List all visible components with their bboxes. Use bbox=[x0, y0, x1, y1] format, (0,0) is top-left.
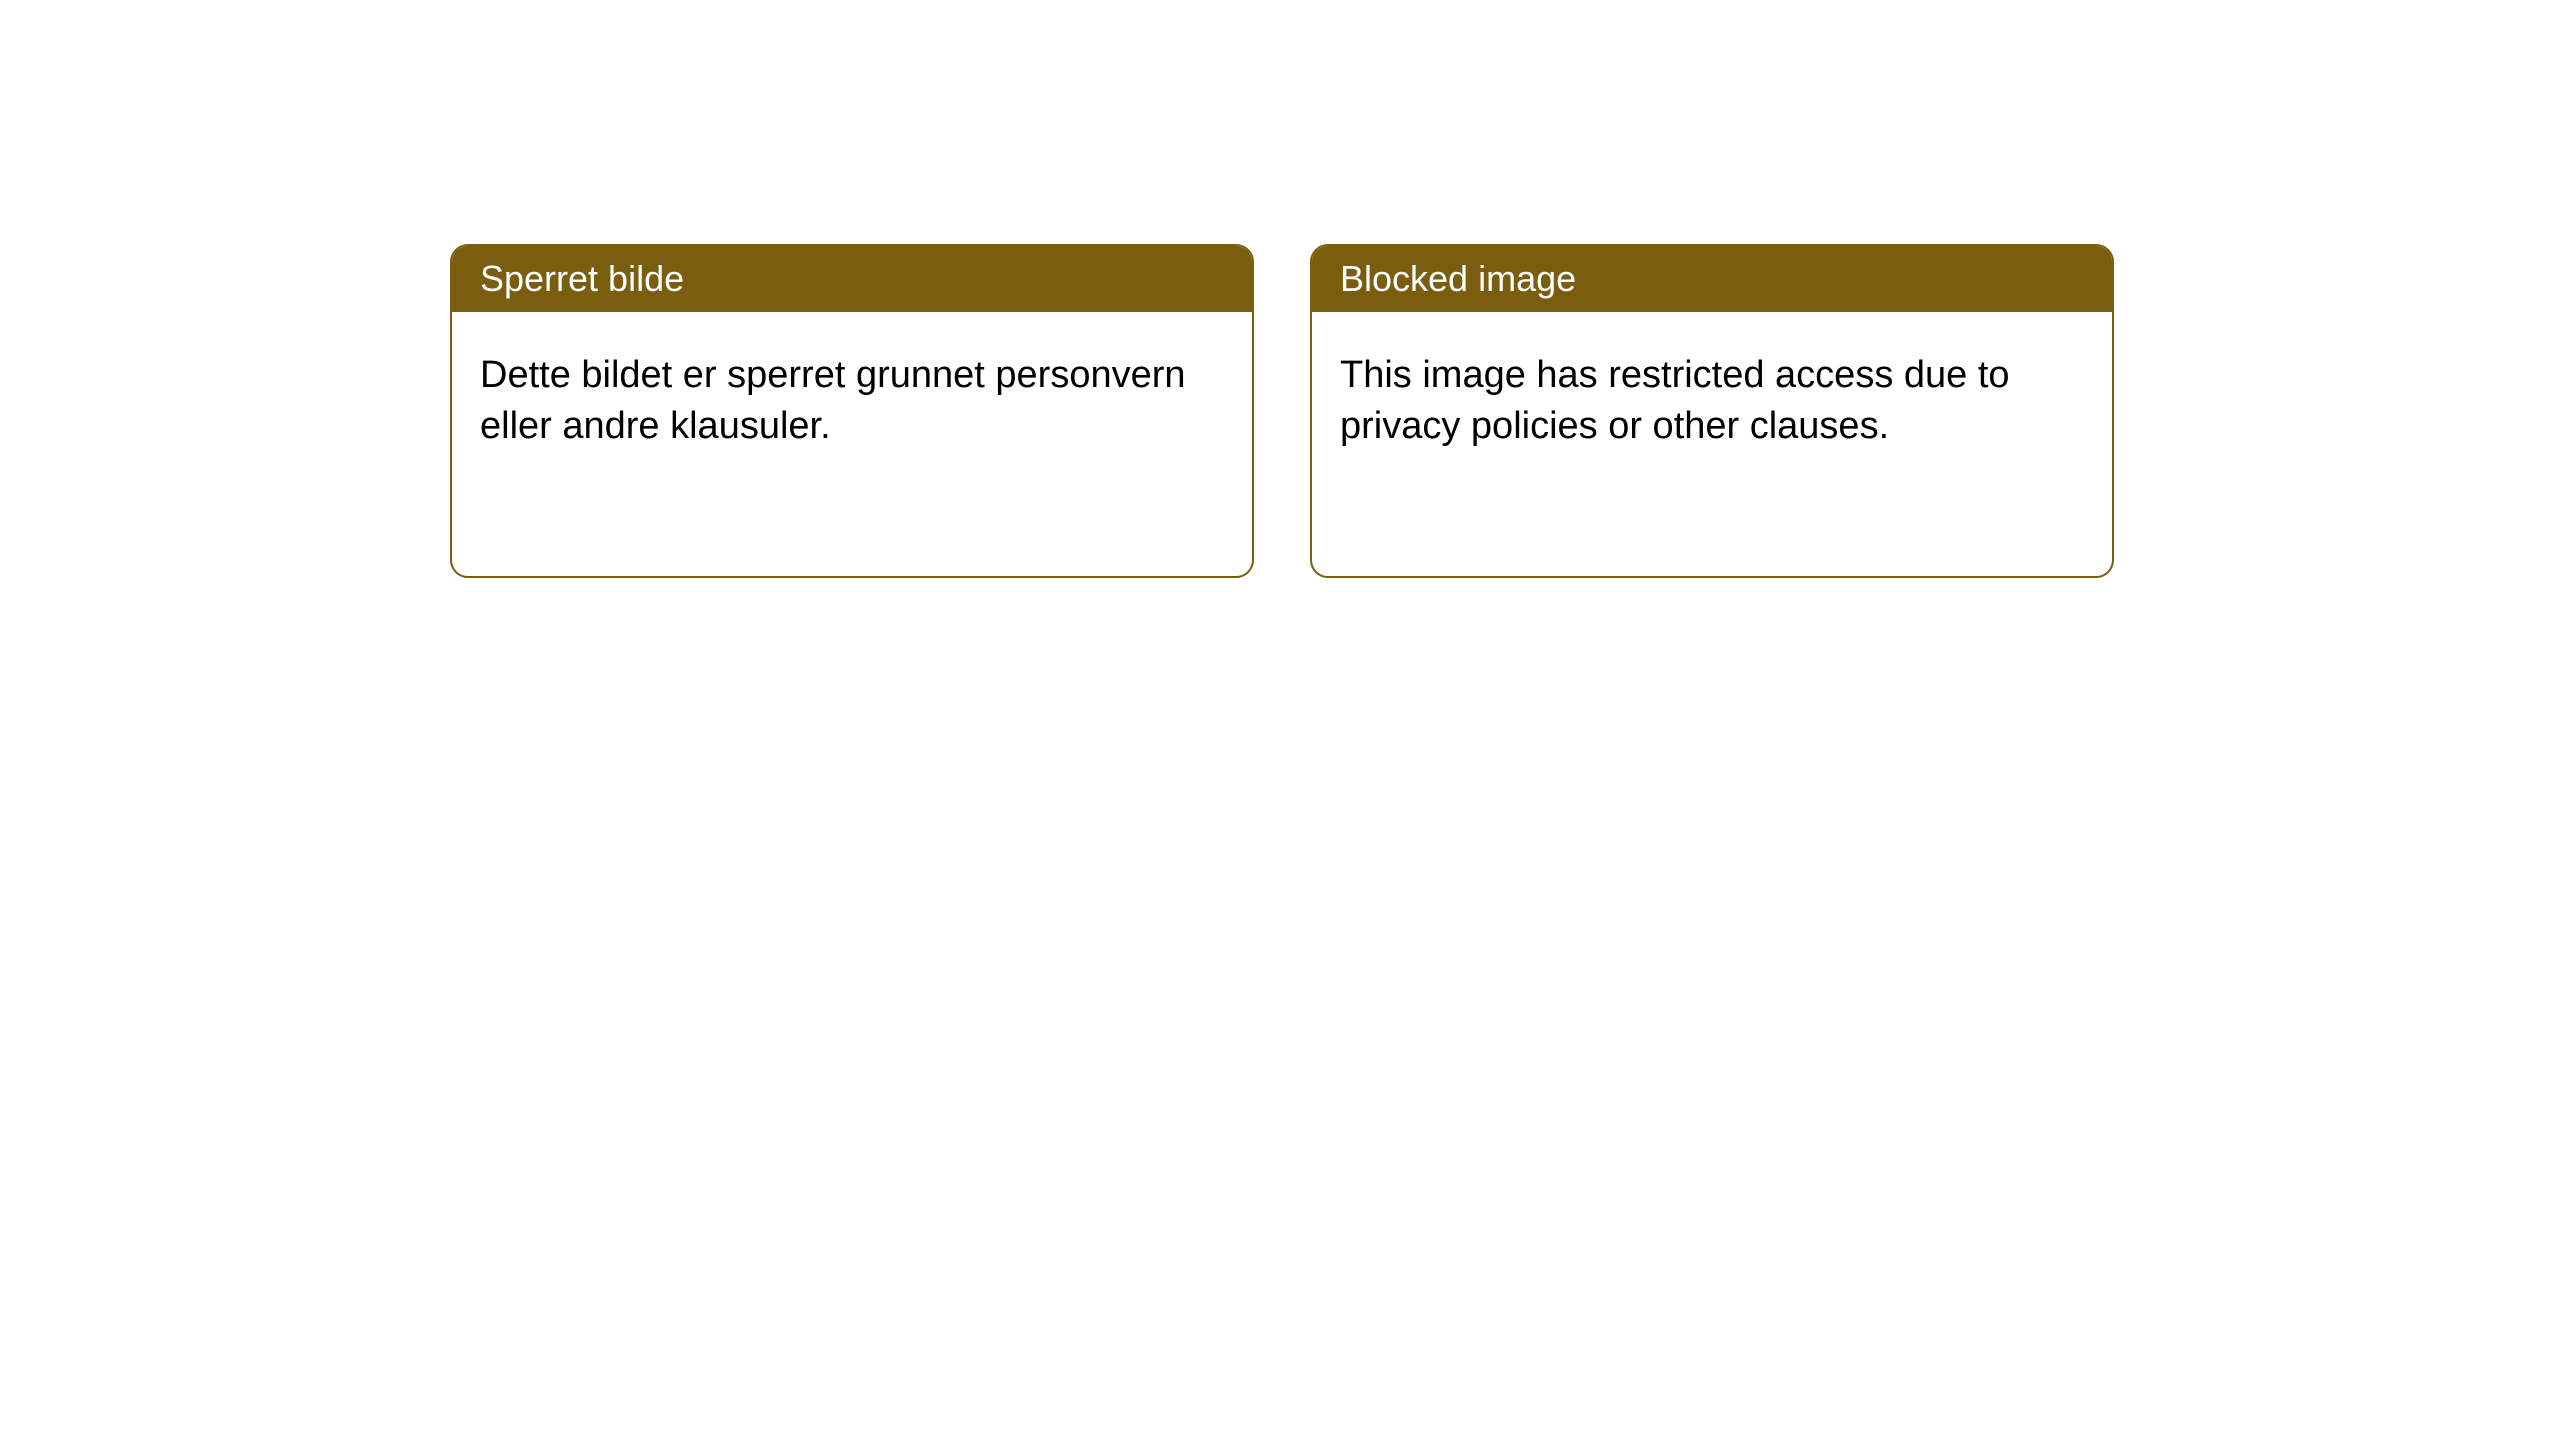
notice-card-title: Sperret bilde bbox=[480, 258, 684, 299]
notice-card-header: Blocked image bbox=[1312, 246, 2112, 312]
notice-card-title: Blocked image bbox=[1340, 258, 1576, 299]
notice-card-norwegian: Sperret bilde Dette bildet er sperret gr… bbox=[450, 244, 1254, 578]
notice-card-text: This image has restricted access due to … bbox=[1340, 354, 2010, 447]
notice-card-english: Blocked image This image has restricted … bbox=[1310, 244, 2114, 578]
notice-card-body: This image has restricted access due to … bbox=[1312, 312, 2112, 491]
notice-card-header: Sperret bilde bbox=[452, 246, 1252, 312]
notice-cards-container: Sperret bilde Dette bildet er sperret gr… bbox=[450, 244, 2114, 578]
notice-card-body: Dette bildet er sperret grunnet personve… bbox=[452, 312, 1252, 491]
notice-card-text: Dette bildet er sperret grunnet personve… bbox=[480, 354, 1186, 447]
